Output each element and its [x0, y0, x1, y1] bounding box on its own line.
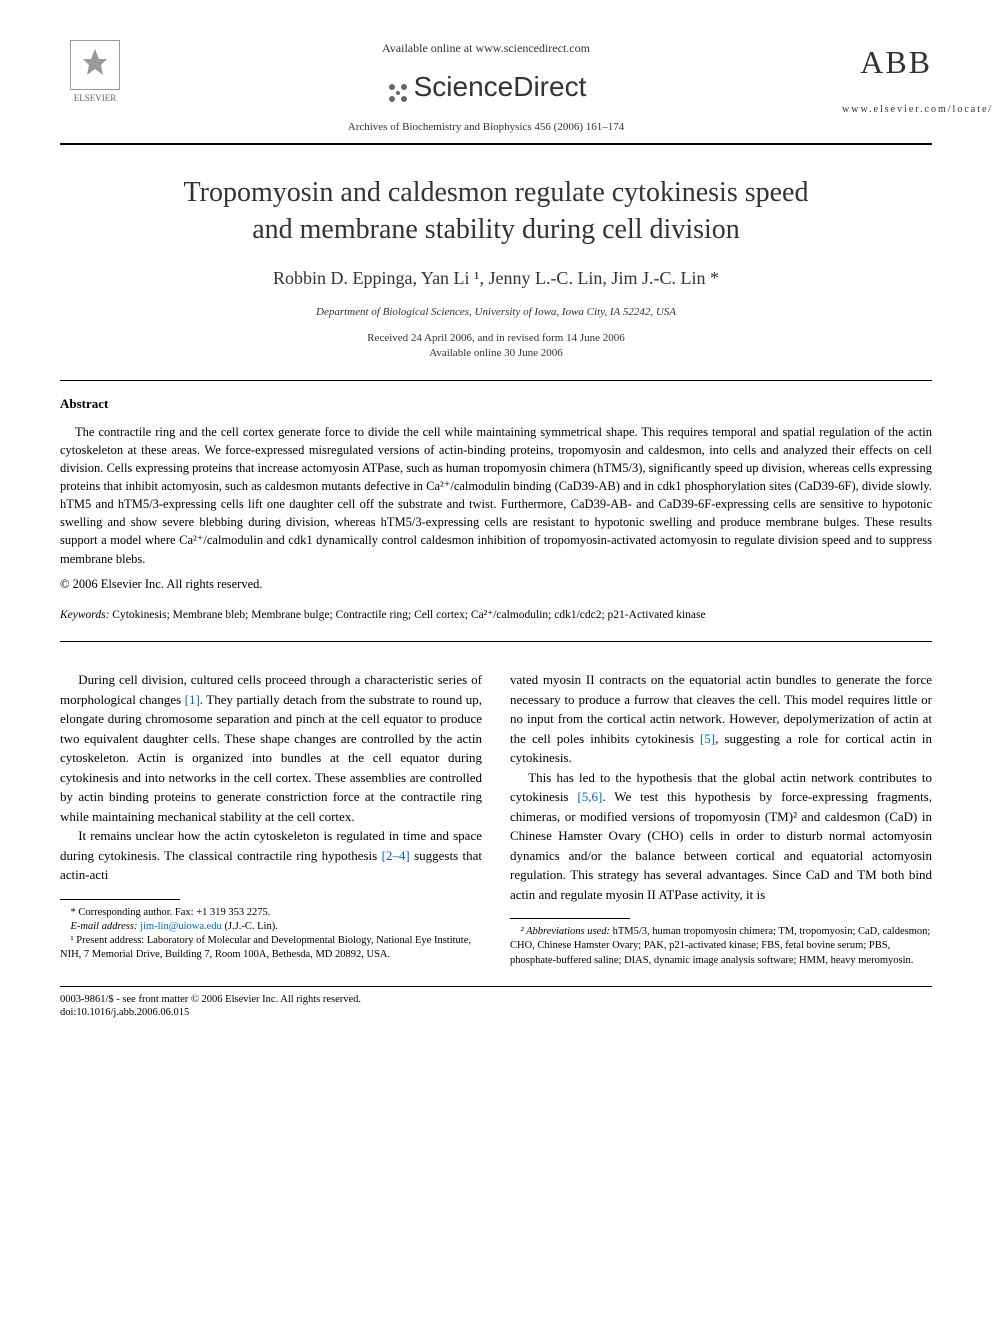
keywords-label: Keywords:	[60, 609, 109, 621]
citation-5-6[interactable]: [5,6]	[577, 789, 602, 804]
sciencedirect-icon	[386, 76, 410, 100]
citation-5[interactable]: [5]	[700, 731, 715, 746]
sciencedirect-brand: ScienceDirect	[150, 67, 822, 106]
corresponding-author-footnote: * Corresponding author. Fax: +1 319 353 …	[60, 906, 482, 920]
abbrev-label: ² Abbreviations used:	[521, 926, 610, 937]
page-header: ELSEVIER Available online at www.science…	[60, 40, 932, 135]
online-date: Available online 30 June 2006	[429, 347, 563, 359]
sciencedirect-label: ScienceDirect	[414, 71, 587, 102]
abstract-bottom-rule	[60, 641, 932, 642]
title-line2: and membrane stability during cell divis…	[252, 214, 740, 245]
citation-2-4[interactable]: [2–4]	[382, 848, 410, 863]
abb-label: ABB	[860, 44, 932, 80]
article-title: Tropomyosin and caldesmon regulate cytok…	[60, 175, 932, 248]
body-para-1: During cell division, cultured cells pro…	[60, 670, 482, 826]
footnote-rule-left	[60, 899, 180, 900]
email-link[interactable]: jim-lin@uiowa.edu	[140, 921, 222, 932]
elsevier-label: ELSEVIER	[74, 93, 117, 103]
journal-reference: Archives of Biochemistry and Biophysics …	[150, 120, 822, 135]
abb-journal-logo: ABB www.elsevier.com/locate/yabbi	[842, 40, 932, 117]
keywords-line: Keywords: Cytokinesis; Membrane bleb; Me…	[60, 607, 932, 623]
email-label: E-mail address:	[71, 921, 138, 932]
keywords-text: Cytokinesis; Membrane bleb; Membrane bul…	[112, 609, 705, 621]
present-address-footnote: ¹ Present address: Laboratory of Molecul…	[60, 934, 482, 962]
affiliation: Department of Biological Sciences, Unive…	[60, 305, 932, 320]
left-column: During cell division, cultured cells pro…	[60, 670, 482, 968]
body-para-3: vated myosin II contracts on the equator…	[510, 670, 932, 768]
available-online-text: Available online at www.sciencedirect.co…	[150, 40, 822, 57]
bottom-rule	[60, 986, 932, 987]
received-date: Received 24 April 2006, and in revised f…	[367, 332, 625, 344]
body-columns: During cell division, cultured cells pro…	[60, 670, 932, 968]
abstract-label: Abstract	[60, 395, 932, 413]
abstract-top-rule	[60, 380, 932, 381]
copyright-line: © 2006 Elsevier Inc. All rights reserved…	[60, 576, 932, 594]
authors: Robbin D. Eppinga, Yan Li ¹, Jenny L.-C.…	[60, 266, 932, 291]
journal-url: www.elsevier.com/locate/yabbi	[842, 103, 932, 117]
right-column: vated myosin II contracts on the equator…	[510, 670, 932, 968]
elsevier-tree-icon	[70, 40, 120, 90]
body-para-2: It remains unclear how the actin cytoske…	[60, 826, 482, 885]
center-header: Available online at www.sciencedirect.co…	[130, 40, 842, 135]
article-dates: Received 24 April 2006, and in revised f…	[60, 331, 932, 362]
header-rule	[60, 143, 932, 145]
citation-1[interactable]: [1]	[185, 692, 200, 707]
elsevier-logo: ELSEVIER	[60, 40, 130, 105]
abbreviations-footnote: ² Abbreviations used: hTM5/3, human trop…	[510, 925, 932, 968]
title-line1: Tropomyosin and caldesmon regulate cytok…	[184, 177, 809, 208]
doi-line: doi:10.1016/j.abb.2006.06.015	[60, 1006, 932, 1020]
issn-line: 0003-9861/$ - see front matter © 2006 El…	[60, 993, 932, 1007]
abstract-paragraph: The contractile ring and the cell cortex…	[60, 423, 932, 568]
footnote-rule-right	[510, 918, 630, 919]
email-footnote: E-mail address: jim-lin@uiowa.edu (J.J.-…	[60, 920, 482, 934]
body-para-4: This has led to the hypothesis that the …	[510, 768, 932, 905]
abstract-text: The contractile ring and the cell cortex…	[60, 423, 932, 568]
